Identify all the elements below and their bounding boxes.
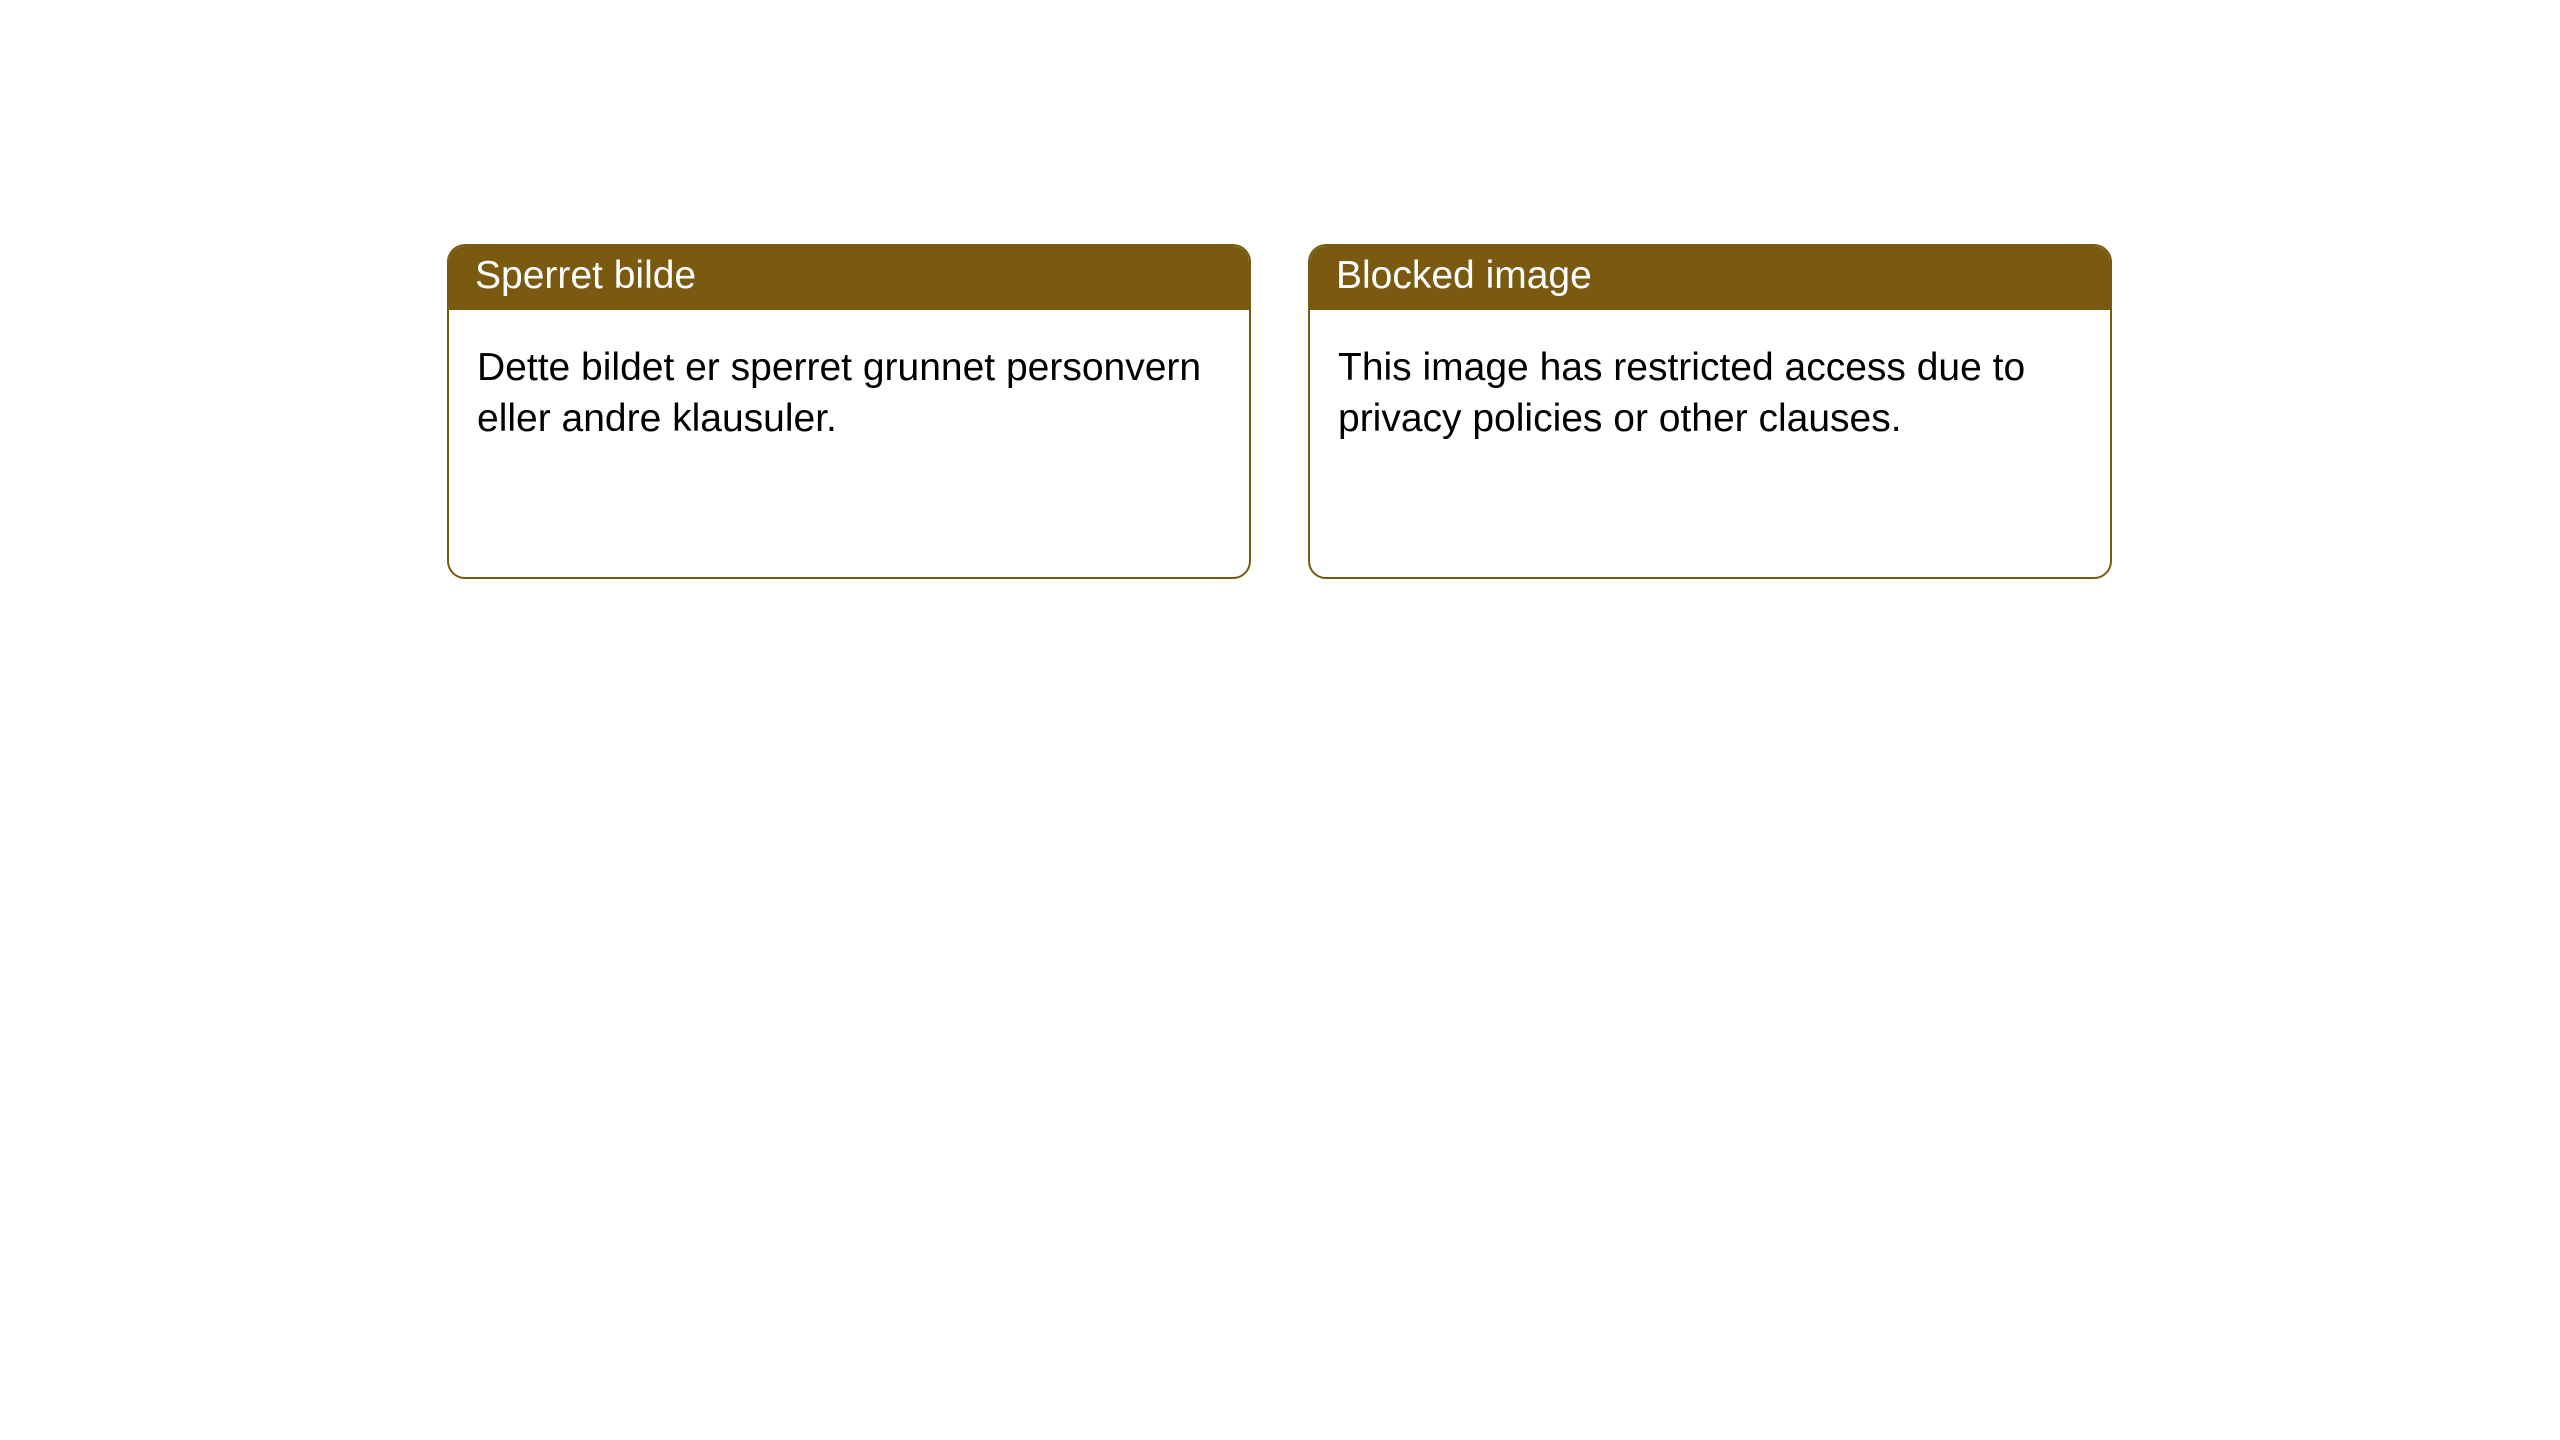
notice-card-english: Blocked image This image has restricted … xyxy=(1308,244,2112,579)
notice-card-title: Blocked image xyxy=(1310,246,2110,310)
notice-card-norwegian: Sperret bilde Dette bildet er sperret gr… xyxy=(447,244,1251,579)
notice-card-body: Dette bildet er sperret grunnet personve… xyxy=(449,310,1249,473)
notice-card-title: Sperret bilde xyxy=(449,246,1249,310)
notice-cards-container: Sperret bilde Dette bildet er sperret gr… xyxy=(447,244,2560,579)
notice-card-body: This image has restricted access due to … xyxy=(1310,310,2110,473)
